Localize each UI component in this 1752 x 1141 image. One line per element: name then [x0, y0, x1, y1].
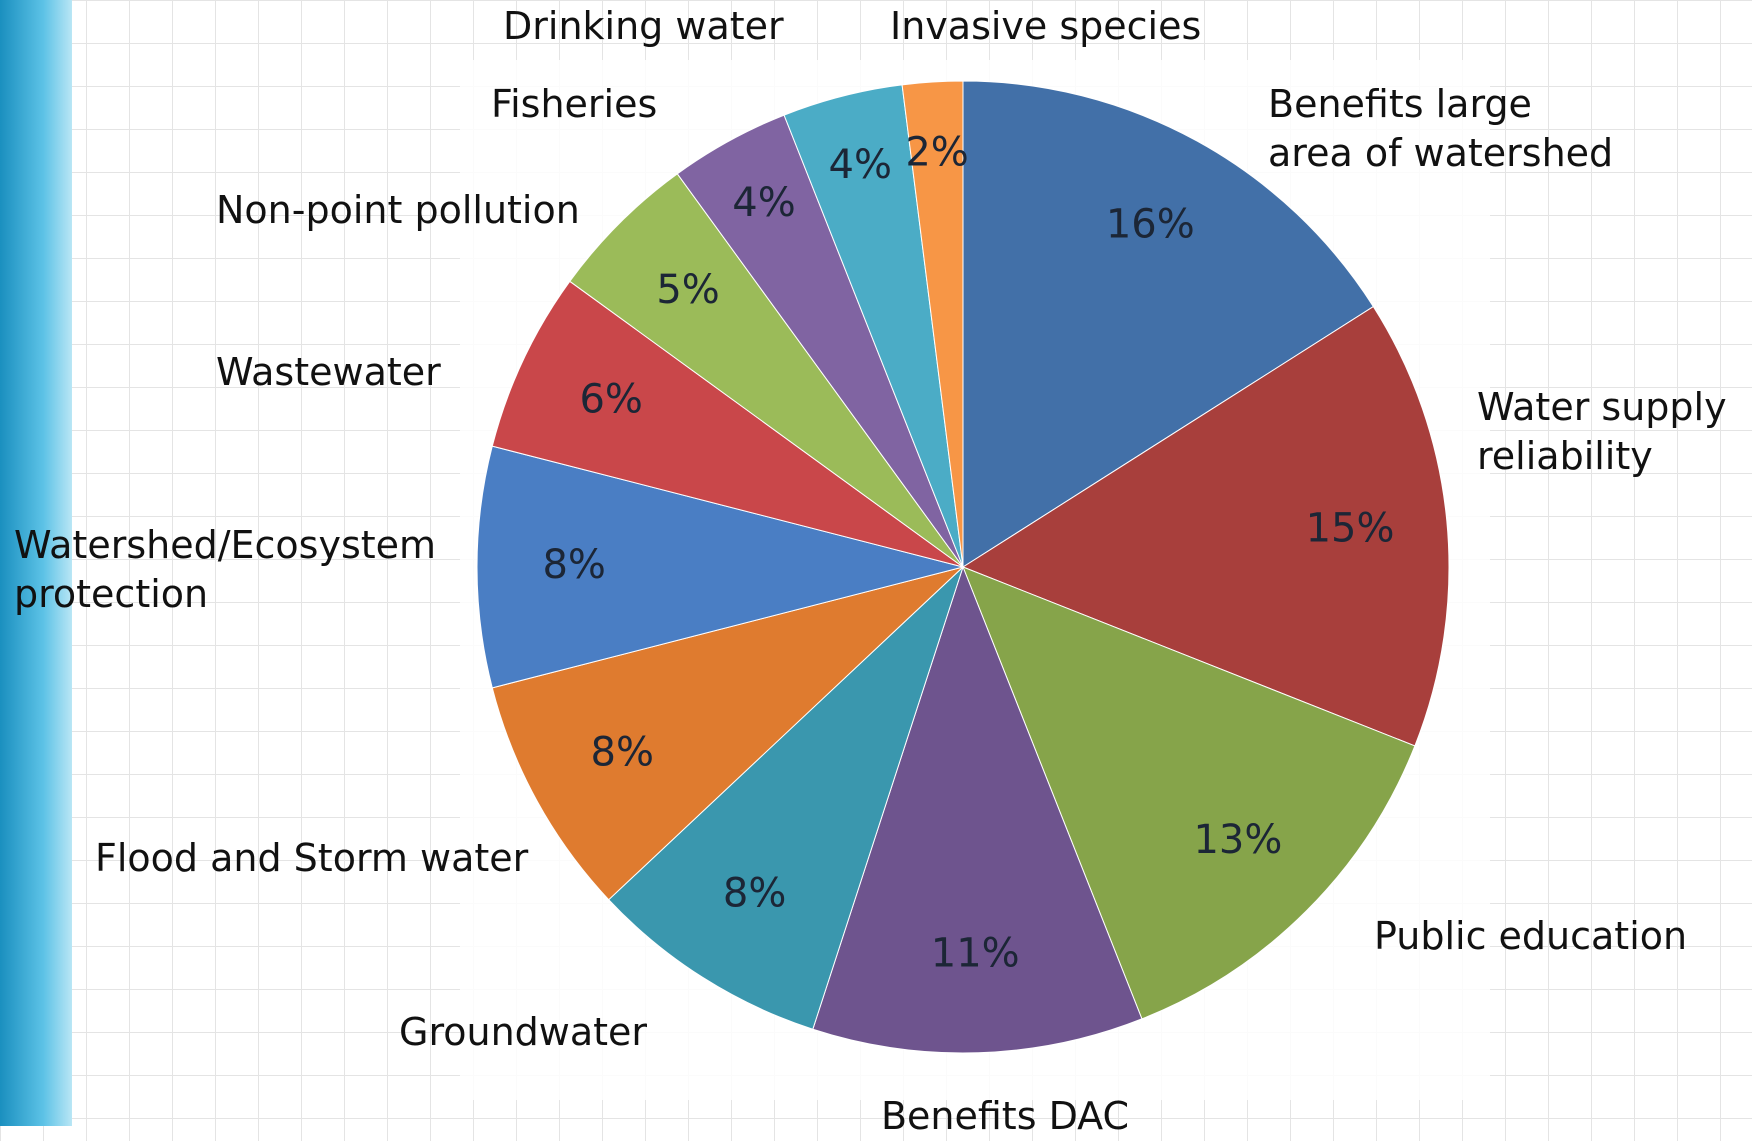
pie-slice — [962, 566, 1416, 1020]
category-label: Public education — [1374, 914, 1688, 958]
value-label: 6% — [579, 376, 642, 422]
pie-slice — [476, 445, 964, 689]
value-label: 5% — [656, 267, 719, 313]
value-label: 8% — [591, 729, 654, 775]
category-label: Wastewater — [216, 350, 441, 394]
value-label: 15% — [1306, 505, 1395, 551]
category-label: Invasive species — [890, 4, 1202, 48]
pie-slice — [962, 80, 1375, 568]
value-label: 13% — [1193, 817, 1282, 863]
pie-slice — [961, 305, 1450, 747]
value-label: 8% — [542, 542, 605, 588]
pie-slice — [608, 566, 964, 1030]
value-label: 16% — [1106, 201, 1195, 247]
value-label: 4% — [732, 180, 795, 226]
category-label: Watershed/Ecosystem protection — [14, 523, 437, 617]
category-label: Water supply reliability — [1477, 385, 1727, 479]
pie-slice — [491, 566, 964, 901]
category-label: Flood and Storm water — [95, 836, 529, 880]
category-label: Drinking water — [503, 4, 784, 48]
category-label: Benefits large area of watershed — [1268, 82, 1614, 176]
side-strip — [0, 0, 72, 1126]
value-label: 8% — [723, 870, 786, 916]
value-label: 11% — [931, 931, 1020, 977]
value-label: 4% — [829, 142, 892, 188]
pie-slice — [569, 173, 964, 568]
pie-slice — [901, 80, 964, 568]
value-label: 2% — [905, 130, 968, 176]
pie-slice — [491, 280, 964, 568]
category-label: Non-point pollution — [216, 188, 580, 232]
category-label: Benefits DAC — [880, 1094, 1130, 1138]
pie-slice — [812, 565, 1143, 1054]
category-label: Groundwater — [399, 1010, 648, 1054]
category-label: Fisheries — [491, 82, 658, 126]
